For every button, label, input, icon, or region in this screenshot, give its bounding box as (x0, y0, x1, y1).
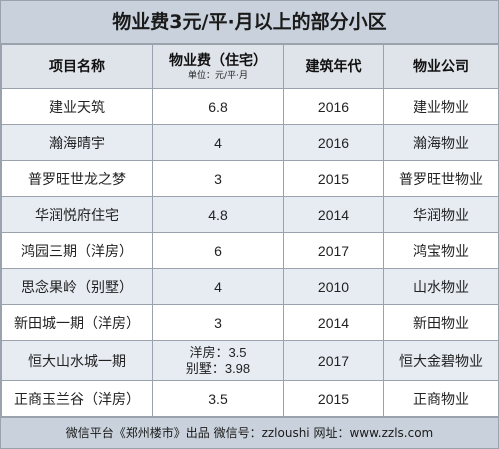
table-row: 鸿园三期（洋房） 6 2017 鸿宝物业 (1, 232, 499, 269)
header-fee-label: 物业费（住宅） (169, 52, 267, 69)
cell-fee-line: 洋房：3.5 (189, 344, 247, 360)
table-row: 华润悦府住宅 4.8 2014 华润物业 (1, 196, 499, 233)
table-row: 瀚海晴宇 4 2016 瀚海物业 (1, 124, 499, 161)
cell-project-name: 正商玉兰谷（洋房） (1, 380, 153, 417)
footer-credit: 微信平台《郑州楼市》出品 微信号：zzloushi 网址：www.zzls.co… (1, 417, 498, 448)
cell-project-name: 恒大山水城一期 (1, 340, 153, 381)
cell-company: 正商物业 (383, 380, 499, 417)
table-row: 正商玉兰谷（洋房） 3.5 2015 正商物业 (1, 380, 499, 417)
cell-project-name: 普罗旺世龙之梦 (1, 160, 153, 197)
header-fee-unit: 单位：元/平·月 (188, 70, 248, 81)
cell-fee: 6 (152, 232, 284, 269)
header-company: 物业公司 (383, 44, 499, 89)
cell-fee: 3.5 (152, 380, 284, 417)
cell-project-name: 新田城一期（洋房） (1, 304, 153, 341)
cell-company: 建业物业 (383, 88, 499, 125)
cell-fee: 4.8 (152, 196, 284, 233)
cell-project-name: 鸿园三期（洋房） (1, 232, 153, 269)
cell-company: 瀚海物业 (383, 124, 499, 161)
cell-year: 2015 (283, 380, 384, 417)
header-year: 建筑年代 (283, 44, 384, 89)
table-row: 新田城一期（洋房） 3 2014 新田物业 (1, 304, 499, 341)
cell-project-name: 思念果岭（别墅） (1, 268, 153, 305)
cell-year: 2016 (283, 124, 384, 161)
cell-company: 华润物业 (383, 196, 499, 233)
table-row: 恒大山水城一期 洋房：3.5 别墅：3.98 2017 恒大金碧物业 (1, 340, 499, 381)
cell-year: 2016 (283, 88, 384, 125)
cell-fee: 洋房：3.5 别墅：3.98 (152, 340, 284, 381)
cell-company: 恒大金碧物业 (383, 340, 499, 381)
property-fee-table: 项目名称 物业费（住宅） 单位：元/平·月 建筑年代 物业公司 建业天筑 6.8 2… (1, 44, 499, 417)
cell-company: 鸿宝物业 (383, 232, 499, 269)
cell-fee: 4 (152, 124, 284, 161)
cell-fee-line: 别墅：3.98 (185, 360, 251, 376)
cell-company: 新田物业 (383, 304, 499, 341)
cell-project-name: 华润悦府住宅 (1, 196, 153, 233)
cell-fee: 6.8 (152, 88, 284, 125)
header-fee: 物业费（住宅） 单位：元/平·月 (152, 44, 284, 89)
cell-company: 山水物业 (383, 268, 499, 305)
cell-fee: 4 (152, 268, 284, 305)
cell-fee: 3 (152, 160, 284, 197)
cell-project-name: 瀚海晴宇 (1, 124, 153, 161)
cell-year: 2014 (283, 304, 384, 341)
cell-year: 2017 (283, 232, 384, 269)
cell-project-name: 建业天筑 (1, 88, 153, 125)
table-title: 物业费3元/平·月以上的部分小区 (1, 1, 498, 44)
cell-fee: 3 (152, 304, 284, 341)
cell-company: 普罗旺世物业 (383, 160, 499, 197)
header-row: 项目名称 物业费（住宅） 单位：元/平·月 建筑年代 物业公司 (1, 44, 499, 89)
cell-year: 2017 (283, 340, 384, 381)
header-project-name: 项目名称 (1, 44, 153, 89)
cell-year: 2014 (283, 196, 384, 233)
cell-year: 2010 (283, 268, 384, 305)
cell-year: 2015 (283, 160, 384, 197)
table-row: 思念果岭（别墅） 4 2010 山水物业 (1, 268, 499, 305)
table-row: 建业天筑 6.8 2016 建业物业 (1, 88, 499, 125)
table-row: 普罗旺世龙之梦 3 2015 普罗旺世物业 (1, 160, 499, 197)
